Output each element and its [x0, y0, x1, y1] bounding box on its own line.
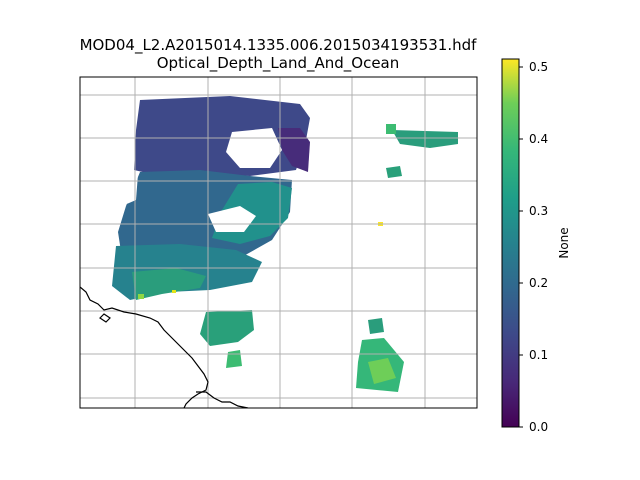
aod-swath: [112, 96, 458, 392]
coastline-island: [196, 391, 249, 408]
colorbar-ticks: 0.0 0.1 0.2 0.3 0.4 0.5: [519, 60, 548, 434]
colorbar-tick-label: 0.4: [529, 132, 548, 146]
aod-region-small-green: [226, 350, 242, 368]
aod-region-east-south-light: [368, 358, 396, 384]
colorbar-tick-label: 0.3: [529, 204, 548, 218]
colorbar-label: None: [557, 227, 571, 258]
aod-region-east-south-upper: [368, 318, 384, 334]
title-line-2: Optical_Depth_Land_And_Ocean: [157, 54, 400, 73]
gridlines: [80, 77, 477, 408]
aod-speck-high-2: [172, 290, 176, 293]
swath-gap-3: [120, 174, 138, 206]
colorbar-tick-label: 0.0: [529, 420, 548, 434]
coastline: [80, 286, 209, 408]
colorbar-frame: [501, 58, 520, 428]
aod-speck-high-3: [138, 294, 144, 299]
map-frame: [79, 76, 478, 409]
aod-region-east-small-1: [386, 166, 402, 178]
title-line-1: MOD04_L2.A2015014.1335.006.2015034193531…: [80, 36, 478, 55]
aod-region-east-small-2: [386, 124, 396, 134]
colorbar-gradient: [502, 59, 519, 427]
swath-gap-2: [208, 206, 256, 232]
colorbar-tick-label: 0.1: [529, 348, 548, 362]
aod-region-south-green: [132, 268, 206, 300]
colorbar-tick-label: 0.5: [529, 60, 548, 74]
aod-region-southeast-strip: [200, 310, 254, 346]
aod-region-northeast-dark: [278, 128, 310, 172]
coastline-island-small: [99, 313, 111, 323]
colorbar-tick-label: 0.2: [529, 276, 548, 290]
colorbar: 0.0 0.1 0.2 0.3 0.4 0.5 None: [501, 58, 571, 434]
map-axes: [80, 77, 477, 408]
